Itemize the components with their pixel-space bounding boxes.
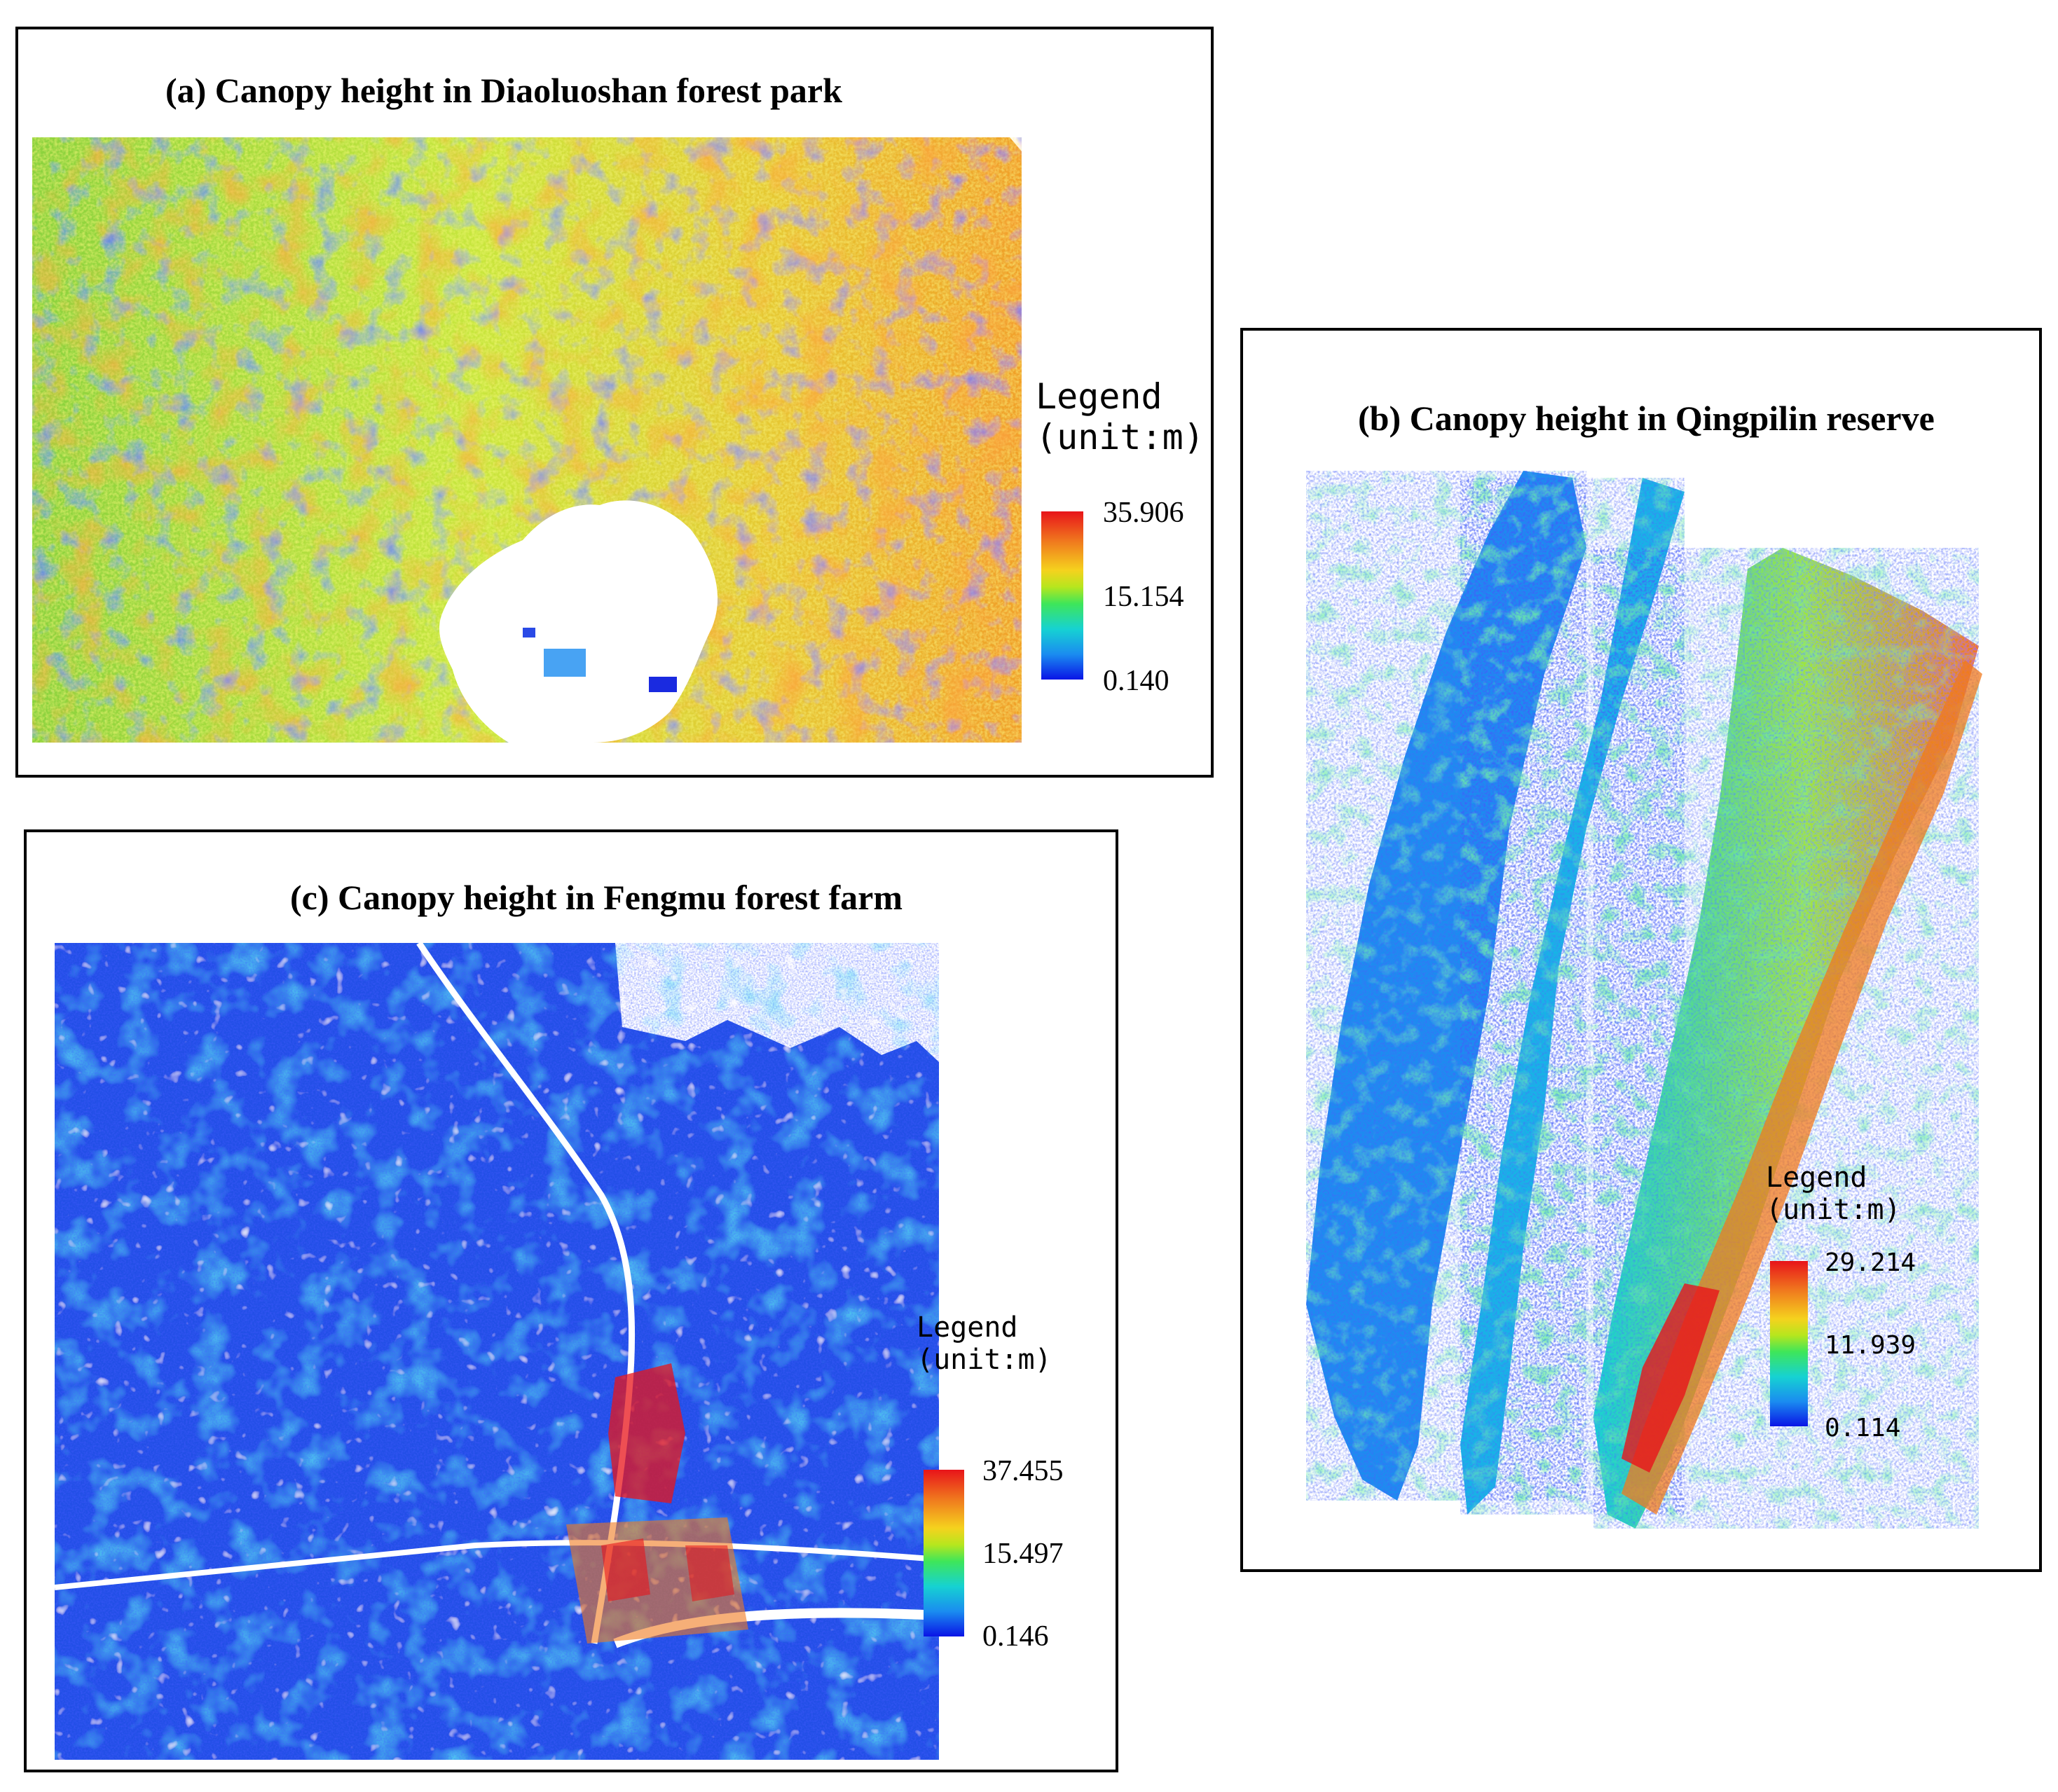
legend-a-max: 35.906 <box>1103 497 1184 529</box>
panel-diaoluoshan: (a) Canopy height in Diaoluoshan forest … <box>15 27 1214 778</box>
legend-b-min: 0.114 <box>1825 1414 1901 1442</box>
legend-a-title: Legend (unit:m) <box>1036 376 1205 457</box>
panel-a-title: (a) Canopy height in Diaoluoshan forest … <box>165 71 842 110</box>
legend-c-min: 0.146 <box>982 1620 1049 1653</box>
central-forest-strip <box>1460 478 1685 1515</box>
legend-c-max: 37.455 <box>982 1455 1064 1487</box>
high-canopy-patch <box>608 1363 685 1503</box>
road <box>55 1540 939 1590</box>
legend-b-title: Legend (unit:m) <box>1766 1162 1901 1226</box>
canopy-map-qingpilin <box>1292 464 1993 1557</box>
legend-a-min: 0.140 <box>1103 665 1169 697</box>
no-data-clearing <box>439 500 718 743</box>
legend-a-mid: 15.154 <box>1103 581 1184 613</box>
legend-c-mid: 15.497 <box>982 1538 1064 1570</box>
panel-qingpilin: (b) Canopy height in Qingpilin reserve <box>1240 328 2042 1572</box>
canopy-map-diaoluoshan <box>32 137 1022 743</box>
color-ramp-a <box>1041 511 1083 680</box>
legend-b-mid: 11.939 <box>1825 1331 1916 1360</box>
color-ramp-b <box>1770 1261 1808 1426</box>
panel-b-title: (b) Canopy height in Qingpilin reserve <box>1358 399 1935 438</box>
western-forest-strip <box>1306 471 1586 1501</box>
canopy-map-fengmu <box>55 943 939 1760</box>
color-ramp-c <box>924 1470 964 1636</box>
legend-b-max: 29.214 <box>1825 1248 1916 1277</box>
road <box>416 943 636 1644</box>
panel-fengmu: (c) Canopy height in Fengmu forest farm <box>24 829 1118 1772</box>
eastern-forest-strip <box>1593 548 1979 1529</box>
forest-farm-extent <box>55 943 939 1760</box>
legend-c-title: Legend (unit:m) <box>917 1311 1052 1376</box>
panel-c-title: (c) Canopy height in Fengmu forest farm <box>290 878 903 917</box>
